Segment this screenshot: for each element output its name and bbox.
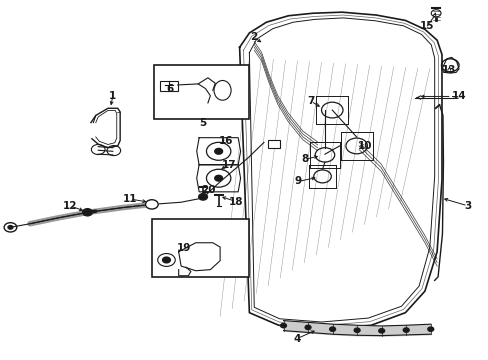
Text: 19: 19: [176, 243, 190, 253]
Text: 7: 7: [306, 96, 314, 106]
Text: 18: 18: [228, 197, 243, 207]
Text: 20: 20: [200, 185, 215, 195]
Circle shape: [214, 148, 222, 154]
Text: 12: 12: [62, 201, 77, 211]
Text: 8: 8: [301, 154, 308, 164]
Circle shape: [403, 328, 408, 332]
Text: 11: 11: [122, 194, 137, 204]
Bar: [267, 140, 279, 148]
Ellipse shape: [214, 81, 231, 100]
Circle shape: [145, 200, 158, 209]
Bar: [154, 65, 249, 119]
Circle shape: [214, 175, 222, 181]
Circle shape: [162, 257, 170, 263]
Circle shape: [198, 194, 207, 200]
Text: 17: 17: [221, 159, 236, 170]
Text: 2: 2: [249, 32, 256, 42]
Circle shape: [353, 328, 359, 332]
Text: 9: 9: [294, 176, 301, 186]
Text: 4: 4: [293, 333, 300, 343]
Circle shape: [427, 327, 433, 331]
Text: 15: 15: [419, 21, 434, 31]
Circle shape: [378, 329, 384, 333]
Text: 10: 10: [357, 141, 372, 151]
Bar: [152, 220, 249, 277]
Circle shape: [329, 327, 335, 331]
Text: 16: 16: [218, 136, 233, 145]
Circle shape: [82, 209, 92, 216]
Text: 1: 1: [109, 91, 116, 101]
Circle shape: [430, 10, 440, 17]
Circle shape: [280, 323, 286, 328]
Text: 13: 13: [441, 64, 456, 75]
Circle shape: [305, 325, 310, 329]
Bar: [160, 81, 177, 91]
Text: 14: 14: [451, 91, 466, 101]
Circle shape: [8, 226, 13, 229]
Text: 6: 6: [166, 84, 174, 94]
Text: 3: 3: [463, 201, 470, 211]
Text: 5: 5: [199, 118, 206, 128]
